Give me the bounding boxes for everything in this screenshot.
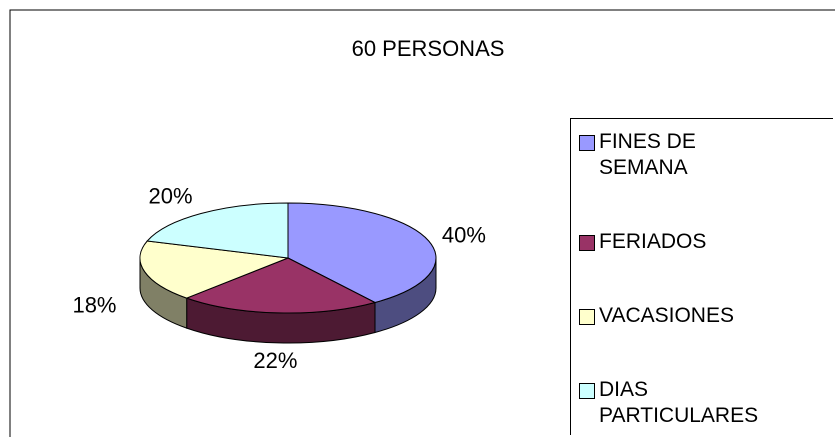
legend-swatch — [579, 235, 595, 251]
legend: FINES DE SEMANA FERIADOS VACASIONES DIAS PA… — [570, 118, 833, 435]
legend-swatch — [579, 135, 595, 151]
legend-item: VACASIONES — [579, 303, 833, 329]
chart-title: 60 PERSONAS — [352, 36, 505, 61]
legend-item: FERIADOS — [579, 229, 833, 255]
legend-label: FERIADOS — [599, 230, 707, 253]
legend-item: DIAS PARTICULARES — [579, 377, 833, 429]
chart-border — [9, 9, 835, 437]
pie-slice — [146, 202, 289, 259]
legend-label: VACASIONES — [599, 304, 734, 327]
legend-item: FINES DE SEMANA — [579, 129, 833, 181]
pie-slice — [287, 202, 437, 304]
pie-slice — [139, 240, 289, 299]
data-label: 40% — [442, 223, 486, 248]
legend-label: DIAS PARTICULARES — [599, 378, 759, 427]
legend-label: FINES DE SEMANA — [599, 130, 696, 179]
data-label: 22% — [253, 348, 297, 373]
data-label: 18% — [72, 292, 116, 317]
legend-swatch — [579, 309, 595, 325]
data-label: 20% — [149, 184, 193, 209]
pie-slice — [185, 257, 377, 314]
legend-swatch — [579, 383, 595, 399]
